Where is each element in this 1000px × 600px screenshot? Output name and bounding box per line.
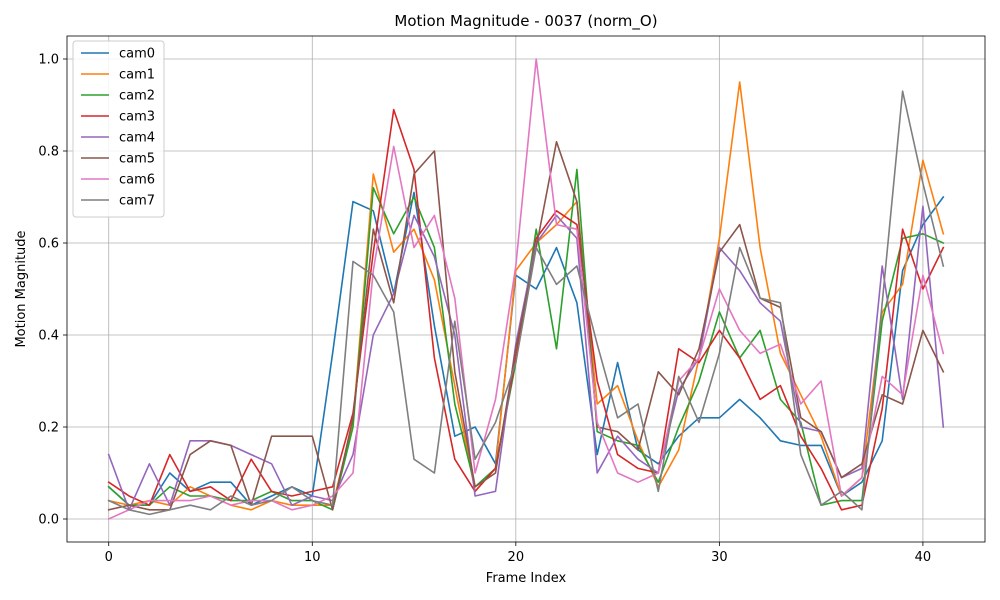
chart-title: Motion Magnitude - 0037 (norm_O): [394, 12, 657, 31]
y-tick-label: 0.8: [38, 145, 59, 160]
axis-ticks: 0 10 20 30 40 0.0 0.2 0.4 0.6 0.8 1.0: [38, 53, 931, 566]
x-tick-label: 10: [304, 550, 321, 565]
legend-label-cam7: cam7: [119, 194, 155, 209]
y-tick-label: 0.4: [38, 329, 59, 344]
x-axis-label: Frame Index: [486, 571, 567, 586]
y-tick-label: 0.2: [38, 421, 59, 436]
series-line-cam4: [107, 205, 945, 511]
y-axis-label: Motion Magnitude: [14, 230, 29, 347]
series-line-cam5: [107, 141, 945, 511]
x-tick-label: 40: [915, 550, 932, 565]
x-tick-label: 20: [508, 550, 525, 565]
series-line-cam6: [107, 58, 945, 521]
legend: cam0 cam1 cam2 cam3 cam4 cam5 cam6 cam7: [72, 40, 165, 218]
series-line-cam2: [107, 168, 945, 511]
legend-label-cam1: cam1: [119, 68, 155, 83]
y-tick-label: 0.0: [38, 513, 59, 528]
legend-label-cam5: cam5: [119, 152, 155, 167]
plot-area: [107, 58, 945, 521]
series-line-cam7: [107, 90, 945, 516]
legend-label-cam0: cam0: [119, 47, 155, 62]
series-line-cam1: [107, 81, 945, 511]
axes-frame: [66, 35, 986, 543]
x-tick-label: 30: [711, 550, 728, 565]
legend-label-cam4: cam4: [119, 131, 155, 146]
legend-label-cam6: cam6: [119, 173, 155, 188]
series-line-cam0: [107, 191, 945, 507]
y-tick-label: 1.0: [38, 53, 59, 68]
legend-box: [72, 40, 165, 218]
legend-label-cam2: cam2: [119, 89, 155, 104]
y-tick-label: 0.6: [38, 237, 59, 252]
gridlines: [67, 36, 985, 542]
legend-label-cam3: cam3: [119, 110, 155, 125]
x-tick-label: 0: [105, 550, 113, 565]
